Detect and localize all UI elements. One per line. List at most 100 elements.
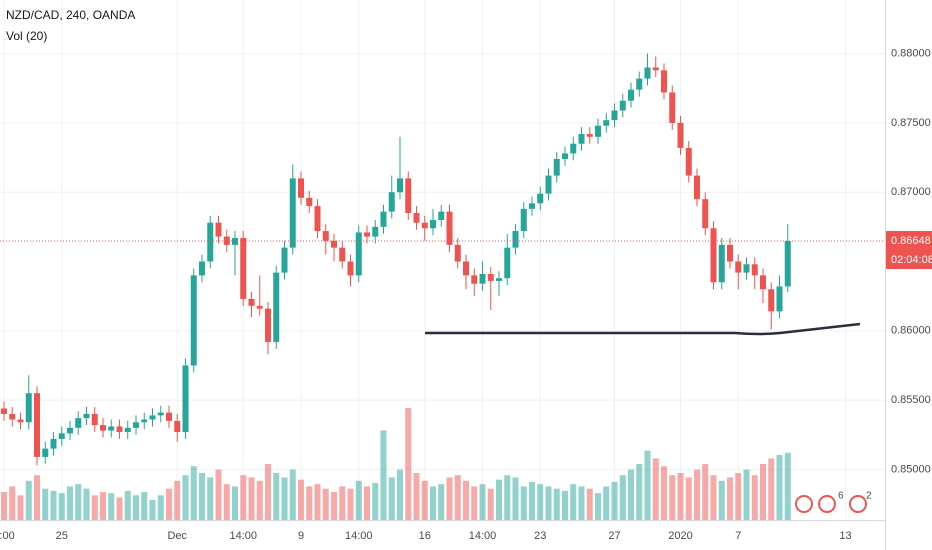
candle-body (735, 261, 742, 273)
candle-body (289, 178, 296, 248)
candle-body (83, 413, 90, 419)
event-icon[interactable] (818, 495, 836, 513)
event-icon[interactable] (795, 495, 813, 513)
candle-body (644, 67, 651, 79)
volume-bar (141, 492, 148, 520)
volume-bar (471, 486, 478, 520)
volume-bar (669, 475, 676, 520)
event-icons[interactable]: 6 2 (795, 491, 872, 513)
candle-body (710, 228, 717, 283)
candle-body (1, 408, 7, 414)
volume-bar (174, 480, 181, 520)
candle-body (265, 308, 271, 342)
candle-body (487, 273, 494, 281)
candle-body (570, 143, 577, 154)
candle-body (438, 211, 445, 220)
volume-bar (42, 488, 49, 520)
grid (0, 0, 885, 520)
x-tick-label: 27 (608, 530, 620, 542)
volume-bar (355, 480, 362, 520)
candle-body (157, 412, 164, 416)
volume-bar (108, 493, 115, 520)
volume-bar (603, 486, 610, 520)
chart-title: NZD/CAD, 240, OANDA (6, 8, 135, 22)
volume-bar (199, 472, 205, 520)
candle-body (702, 199, 709, 229)
price-axis (885, 0, 932, 550)
candle-body (611, 110, 618, 121)
volume-bar (479, 484, 486, 520)
volume-bar (760, 464, 766, 520)
volume-bar (281, 477, 288, 520)
candle-body (685, 147, 692, 176)
volume-bar (743, 469, 750, 520)
volume-bar (322, 488, 329, 520)
candle-body (479, 273, 486, 284)
volume-bar (25, 480, 32, 520)
volume-bar (314, 484, 321, 520)
candle-body (364, 232, 370, 237)
volume-bar (628, 469, 634, 520)
y-tick-label: 0.85000 (891, 463, 931, 475)
candle-body (768, 289, 775, 312)
candle-body (677, 122, 684, 148)
y-tick-label: 0.88000 (891, 48, 931, 60)
volume-bar (405, 408, 412, 520)
candles (1, 53, 791, 466)
candle-body (562, 153, 568, 159)
volume-bar (265, 464, 271, 520)
candle-body (34, 393, 40, 457)
candle-body (67, 427, 73, 434)
candle-body (91, 413, 98, 426)
candle-body (388, 192, 395, 212)
candle-body (430, 219, 436, 229)
candle-body (240, 237, 247, 299)
candle-body (355, 232, 362, 276)
event-icon[interactable] (849, 495, 867, 513)
volume-bar (496, 479, 502, 520)
volume-bar (537, 484, 544, 520)
candle-body (405, 178, 412, 214)
volume-bar (718, 480, 725, 520)
volume-bar (586, 488, 593, 520)
candle-body (463, 261, 469, 276)
candle-body (636, 78, 643, 90)
candle-body (776, 286, 783, 312)
candle-body (694, 175, 700, 200)
candle-body (256, 305, 263, 309)
candle-body (545, 175, 552, 194)
candle-body (50, 438, 57, 449)
volume-bar (248, 477, 255, 520)
volume-bar (256, 480, 263, 520)
candle-body (133, 422, 139, 428)
volume-bar (67, 486, 73, 520)
candle-body (116, 426, 123, 432)
candle-body (149, 415, 156, 420)
candle-body (314, 206, 321, 232)
candle-body (586, 134, 593, 137)
candle-body (25, 393, 32, 423)
volume-bar (570, 484, 577, 520)
volume-bar (9, 486, 16, 520)
volume-bar (388, 477, 395, 520)
candle-body (223, 236, 230, 245)
candle-body (281, 247, 288, 273)
candle-body (17, 419, 24, 423)
volume-bar (685, 477, 692, 520)
candle-body (199, 261, 205, 276)
volume-bar (1, 492, 7, 520)
volume-bar (298, 479, 304, 520)
volume-bar (380, 430, 387, 520)
y-tick-label: 0.87000 (891, 186, 931, 198)
candle-body (751, 264, 758, 276)
candle-body (504, 247, 511, 279)
candle-body (298, 178, 304, 198)
volume-bar (644, 450, 651, 520)
volume-bar (306, 486, 313, 520)
candle-body (619, 100, 626, 111)
candle-body (141, 419, 148, 423)
candle-body (512, 231, 519, 248)
labels: 0.85000 0.85500 0.86000 0.87000 0.87500 0.880… (0, 48, 932, 542)
candle-body (743, 264, 750, 273)
last-price-box (886, 231, 932, 270)
